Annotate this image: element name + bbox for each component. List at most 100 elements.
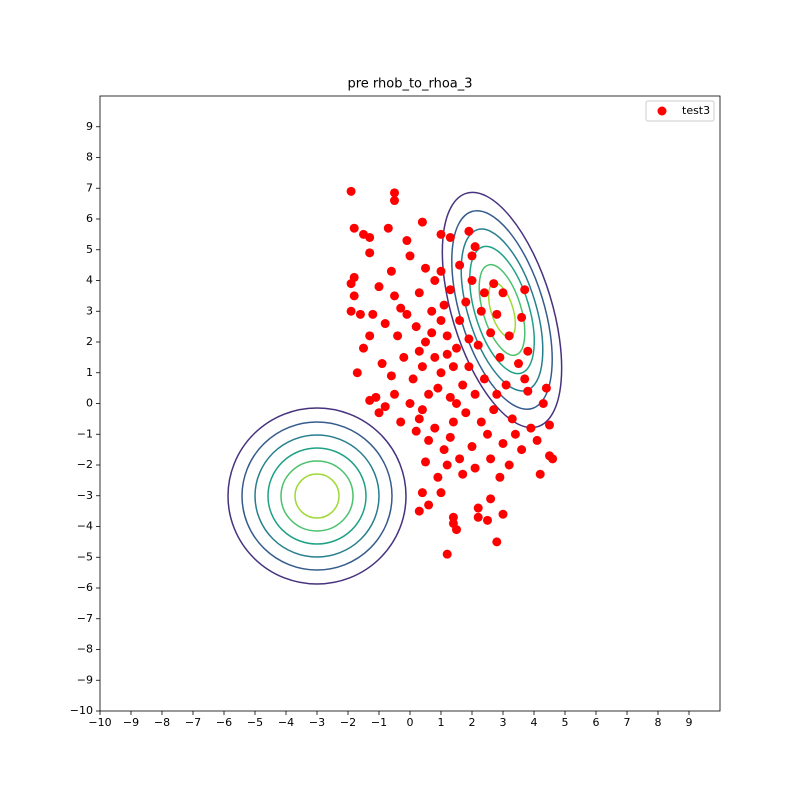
point (352, 368, 362, 378)
point (458, 469, 468, 479)
point (442, 331, 452, 341)
legend-marker (657, 106, 667, 116)
points (346, 186, 558, 559)
point (380, 319, 390, 329)
point (523, 346, 533, 356)
contour (460, 228, 544, 392)
point (504, 460, 514, 470)
point (355, 309, 365, 319)
x-tick-label: −5 (247, 716, 263, 729)
point (498, 288, 508, 298)
contour (478, 263, 526, 357)
y-tick-label: −2 (77, 458, 93, 471)
y-tick-label: −5 (77, 550, 93, 563)
y-tick-label: 6 (86, 212, 93, 225)
point (495, 352, 505, 362)
point (467, 251, 477, 261)
point (541, 383, 551, 393)
x-tick-label: 2 (469, 716, 476, 729)
point (349, 223, 359, 233)
y-tick-label: 2 (86, 335, 93, 348)
point (414, 288, 424, 298)
point (346, 186, 356, 196)
point (476, 417, 486, 427)
point (498, 438, 508, 448)
point (402, 309, 412, 319)
point (452, 399, 461, 408)
point (377, 359, 387, 369)
point (417, 405, 427, 415)
point (399, 352, 409, 362)
x-tick-label: −7 (185, 716, 201, 729)
point (421, 263, 430, 273)
point (396, 303, 406, 313)
y-tick-label: 7 (86, 181, 93, 194)
legend-box (645, 100, 715, 122)
point (455, 260, 465, 270)
point (359, 343, 368, 353)
point (374, 282, 384, 292)
x-tick-label: −3 (309, 716, 325, 729)
point (517, 445, 527, 455)
point (445, 285, 455, 295)
point (411, 322, 421, 332)
point (346, 306, 356, 316)
point (365, 395, 375, 405)
x-tick-label: 0 (407, 716, 414, 729)
x-tick-label: 4 (531, 716, 538, 729)
point (526, 423, 536, 433)
point (455, 315, 465, 325)
point (433, 472, 443, 482)
point (436, 315, 446, 325)
x-tick-label: 9 (686, 716, 693, 729)
point (461, 408, 471, 418)
point (411, 426, 421, 436)
point (393, 331, 403, 341)
point (380, 402, 390, 412)
point (390, 291, 399, 301)
point (510, 429, 520, 439)
point (424, 500, 434, 510)
point (486, 494, 496, 504)
point (452, 343, 461, 353)
y-tick-label: 3 (86, 304, 93, 317)
point (417, 488, 427, 498)
point (479, 374, 489, 384)
x-tick-label: −10 (88, 716, 111, 729)
point (390, 188, 399, 198)
y-tick-label: 8 (86, 151, 93, 164)
point (445, 232, 455, 242)
contour (469, 245, 535, 375)
point (436, 229, 446, 239)
point (504, 331, 514, 341)
point (517, 312, 527, 322)
point (538, 399, 548, 408)
y-tick-label: −9 (77, 673, 93, 686)
point (520, 374, 530, 384)
point (414, 346, 424, 356)
point (532, 435, 542, 445)
y-tick-label: −6 (77, 581, 93, 594)
point (442, 460, 452, 470)
point (470, 242, 480, 252)
y-tick-label: 4 (86, 274, 93, 287)
point (424, 435, 434, 445)
y-tick-label: 1 (86, 366, 93, 379)
point (349, 291, 359, 301)
point (439, 300, 449, 310)
point (386, 371, 396, 381)
point (473, 340, 483, 350)
contour (267, 447, 367, 545)
x-tick-label: −8 (154, 716, 170, 729)
x-tick-label: 3 (500, 716, 507, 729)
point (374, 408, 384, 418)
point (436, 266, 446, 276)
point (548, 454, 558, 464)
point (464, 334, 474, 344)
point (479, 288, 489, 298)
point (433, 383, 443, 393)
point (467, 276, 477, 285)
point (458, 380, 468, 390)
point (442, 349, 452, 359)
